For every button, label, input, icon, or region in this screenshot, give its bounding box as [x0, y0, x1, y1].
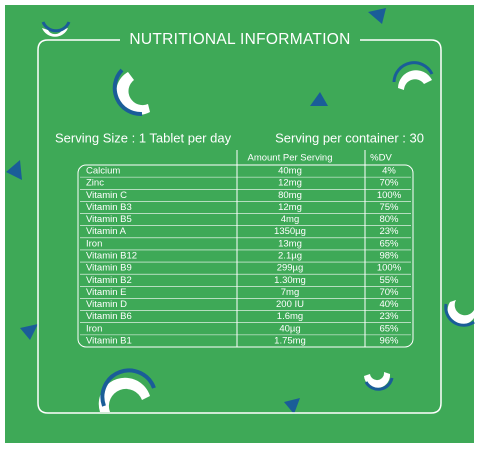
amount: 12mg: [278, 202, 302, 213]
column-header: Amount Per Serving: [247, 153, 332, 164]
amount: 200 IU: [276, 299, 304, 310]
amount: 1.30mg: [274, 275, 306, 286]
frame: [37, 39, 442, 414]
daily-value: 23%: [379, 226, 399, 237]
daily-value: 23%: [379, 311, 399, 322]
decorations: [6, 8, 475, 414]
daily-value: 70%: [379, 178, 399, 189]
daily-value: 65%: [379, 238, 399, 249]
daily-value: 100%: [377, 263, 402, 274]
daily-value: 4%: [382, 166, 396, 177]
amount: 4mg: [281, 214, 299, 225]
daily-value: 55%: [379, 275, 399, 286]
nutrient-name: Vitamin B2: [86, 275, 132, 286]
nutrient-name: Zinc: [86, 178, 104, 189]
amount: 1.6mg: [277, 311, 303, 322]
amount: 299µg: [277, 263, 304, 274]
nutrient-name: Vitamin B5: [86, 214, 132, 225]
daily-value: 100%: [377, 190, 402, 201]
daily-value: 80%: [379, 214, 399, 225]
amount: 7mg: [281, 287, 299, 298]
nutrient-name: Vitamin B6: [86, 311, 132, 322]
nutrient-name: Vitamin B12: [86, 251, 137, 262]
nutrient-name: Vitamin B9: [86, 263, 132, 274]
nutrient-name: Calcium: [86, 166, 120, 177]
table-box: [77, 164, 414, 348]
daily-value: 98%: [379, 251, 399, 262]
amount: 2.1µg: [278, 251, 302, 262]
nutrient-name: Vitamin E: [86, 287, 126, 298]
amount: 80mg: [278, 190, 302, 201]
nutrient-name: Iron: [86, 323, 102, 334]
serving-per-container: Serving per container : 30: [275, 130, 424, 145]
column-header: %DV: [370, 153, 392, 164]
amount: 1350µg: [274, 226, 306, 237]
daily-value: 75%: [379, 202, 399, 213]
serving-size: Serving Size : 1 Tablet per day: [55, 130, 232, 145]
amount: 40µg: [279, 323, 300, 334]
nutrient-name: Iron: [86, 238, 102, 249]
nutrient-name: Vitamin D: [86, 299, 127, 310]
background: [5, 5, 474, 443]
amount: 40mg: [278, 166, 302, 177]
nutrient-name: Vitamin B1: [86, 335, 132, 346]
amount: 1.75mg: [274, 335, 306, 346]
title: NUTRITIONAL INFORMATION: [129, 31, 350, 48]
table: Amount Per Serving %DV Calcium 40mg 4% Zinc 12…: [80, 150, 411, 347]
nutrient-name: Vitamin C: [86, 190, 127, 201]
amount: 12mg: [278, 178, 302, 189]
daily-value: 65%: [379, 323, 399, 334]
amount: 13mg: [278, 238, 302, 249]
daily-value: 70%: [379, 287, 399, 298]
nutrient-name: Vitamin A: [86, 226, 127, 237]
daily-value: 40%: [379, 299, 399, 310]
daily-value: 96%: [379, 335, 399, 346]
nutrient-name: Vitamin B3: [86, 202, 132, 213]
